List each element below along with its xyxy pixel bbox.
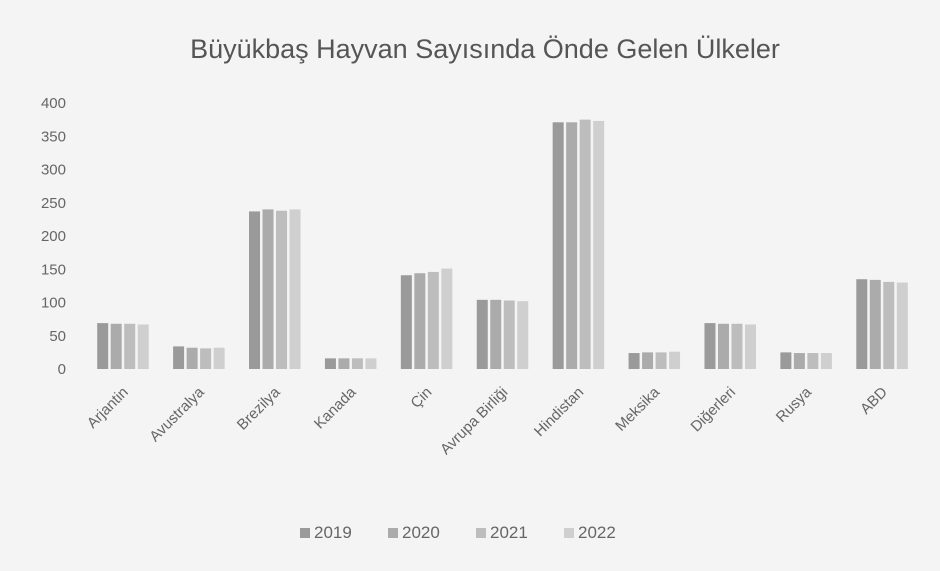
- y-tick-label: 250: [41, 195, 66, 212]
- bar-2022: [593, 120, 605, 369]
- bar-2021: [276, 210, 288, 369]
- bar-2022: [820, 353, 832, 369]
- bar-2019: [400, 275, 412, 369]
- bar-2022: [137, 324, 149, 369]
- legend-swatch-2020: [388, 528, 398, 538]
- bar-2021: [200, 348, 212, 369]
- bars-group: [97, 119, 908, 369]
- bar-2022: [517, 301, 529, 369]
- bar-2021: [579, 119, 591, 369]
- x-category-label: ABD: [857, 384, 891, 418]
- bar-2022: [365, 358, 377, 369]
- x-axis-labels: Arjantin Avustralya Brezilya Kanada Çin Avrup…: [84, 383, 891, 458]
- y-tick-label: 350: [41, 128, 66, 145]
- x-category-label: Arjantin: [84, 384, 132, 432]
- bar-2021: [427, 271, 439, 369]
- x-category-label: Brezilya: [234, 383, 284, 433]
- x-category-label: Rusya: [773, 383, 816, 426]
- x-category-label: Avrupa Birliği: [437, 384, 511, 458]
- y-tick-label: 200: [41, 228, 66, 245]
- bar-2019: [476, 299, 488, 369]
- legend: 2019 2020 2021 2022: [300, 523, 616, 542]
- legend-swatch-2019: [300, 528, 310, 538]
- y-tick-label: 100: [41, 295, 66, 312]
- bar-2019: [628, 353, 640, 369]
- bar-2019: [780, 352, 792, 369]
- bar-2020: [338, 358, 350, 369]
- bar-2020: [869, 279, 881, 369]
- y-tick-label: 300: [41, 162, 66, 179]
- bar-2019: [704, 323, 716, 369]
- x-category-label: Diğerleri: [688, 384, 740, 436]
- bar-2019: [856, 279, 868, 369]
- bar-2019: [324, 358, 336, 369]
- bar-2021: [655, 352, 667, 369]
- bar-2020: [490, 299, 502, 369]
- bar-2020: [110, 323, 122, 369]
- bar-2021: [503, 300, 515, 369]
- bar-2020: [793, 353, 805, 369]
- bar-2022: [441, 268, 453, 369]
- bar-2022: [289, 209, 301, 369]
- x-category-label: Çin: [407, 384, 435, 412]
- bar-2021: [807, 353, 819, 369]
- y-tick-label: 150: [41, 261, 66, 278]
- legend-swatch-2022: [564, 528, 574, 538]
- y-tick-label: 400: [41, 95, 66, 112]
- bar-2020: [566, 122, 578, 369]
- bar-2019: [173, 346, 185, 369]
- bar-2021: [731, 323, 743, 369]
- bar-2021: [883, 281, 895, 369]
- bar-2022: [896, 282, 908, 369]
- legend-label-2021: 2021: [490, 523, 528, 542]
- bar-2020: [262, 209, 274, 369]
- legend-swatch-2021: [476, 528, 486, 538]
- bar-2020: [717, 323, 729, 369]
- y-tick-label: 50: [49, 328, 66, 345]
- legend-label-2019: 2019: [314, 523, 352, 542]
- bar-2022: [213, 347, 225, 369]
- x-category-label: Avustralya: [146, 383, 208, 445]
- x-category-label: Meksika: [612, 383, 663, 434]
- bar-2022: [669, 351, 681, 369]
- bar-2020: [186, 347, 198, 369]
- y-axis-ticks: 0 50 100 150 200 250 300 350 400: [41, 95, 66, 378]
- bar-2020: [414, 273, 426, 369]
- bar-2020: [642, 352, 654, 369]
- bar-2019: [97, 323, 109, 369]
- legend-label-2020: 2020: [402, 523, 440, 542]
- bar-2019: [249, 211, 261, 369]
- x-category-label: Kanada: [311, 383, 360, 432]
- x-category-label: Hindistan: [531, 384, 587, 440]
- bar-2021: [351, 358, 363, 369]
- bar-2022: [744, 324, 756, 369]
- chart-title: Büyükbaş Hayvan Sayısında Önde Gelen Ülk…: [190, 34, 780, 64]
- bar-2021: [124, 323, 136, 369]
- y-tick-label: 0: [58, 361, 66, 378]
- legend-label-2022: 2022: [578, 523, 616, 542]
- bar-2019: [552, 122, 564, 369]
